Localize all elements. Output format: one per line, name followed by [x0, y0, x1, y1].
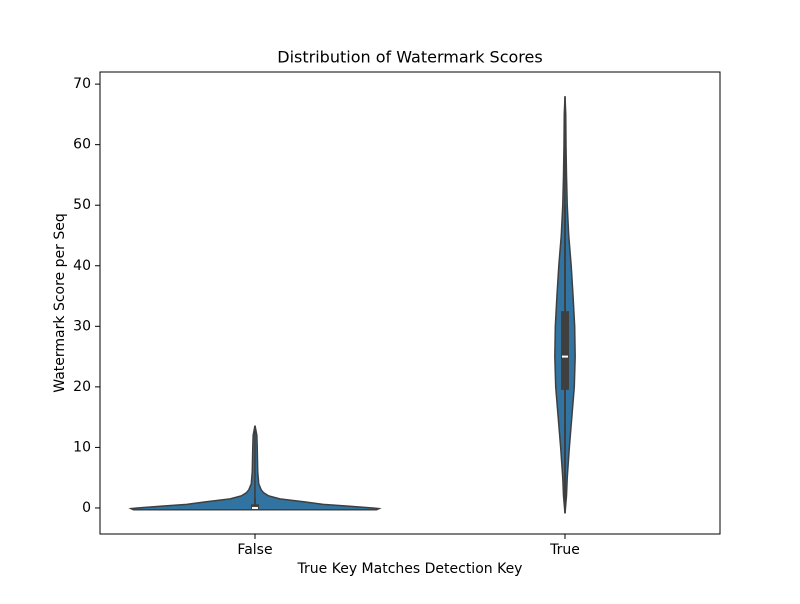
- x-tick-label: False: [237, 542, 272, 558]
- violin-left: [128, 425, 256, 511]
- y-tick-label: 20: [73, 379, 91, 395]
- y-tick-label: 60: [73, 137, 91, 153]
- box: [561, 311, 569, 390]
- y-axis-label: Watermark Score per Seq: [52, 213, 68, 392]
- y-tick-label: 40: [73, 258, 91, 274]
- plot-frame: [99, 71, 721, 535]
- violin-right: [254, 425, 382, 511]
- y-tick-label: 0: [82, 500, 91, 516]
- chart-title: Distribution of Watermark Scores: [277, 48, 542, 67]
- y-tick-label: 70: [73, 76, 91, 92]
- x-axis-label: True Key Matches Detection Key: [297, 561, 523, 577]
- y-tick-label: 10: [73, 439, 91, 455]
- violin-left: [554, 96, 566, 514]
- y-tick-label: 50: [73, 197, 91, 213]
- violin-right: [564, 96, 576, 514]
- y-tick-label: 30: [73, 318, 91, 334]
- x-tick-label: True: [549, 542, 580, 558]
